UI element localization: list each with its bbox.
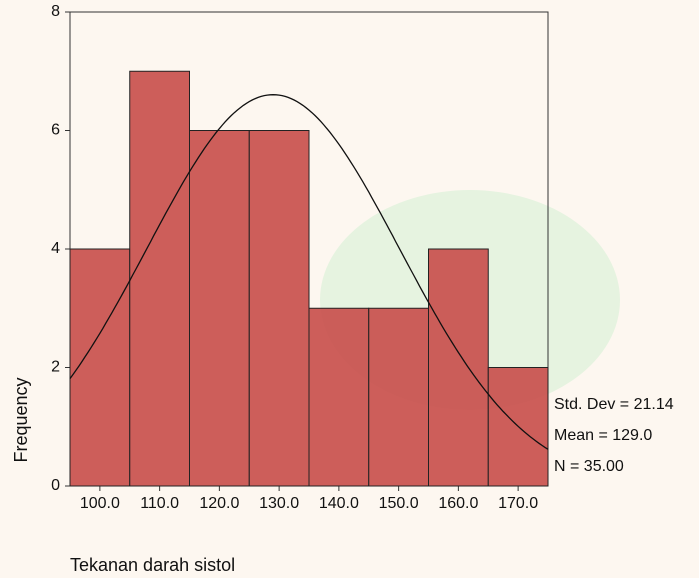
x-tick-label: 140.0	[319, 495, 359, 512]
bar	[248, 130, 310, 487]
x-tick-label: 120.0	[199, 495, 239, 512]
bar	[428, 248, 489, 487]
x-tick-label: 150.0	[379, 495, 419, 512]
stat-label: Mean = 129.0	[554, 427, 652, 444]
x-axis-label: Tekanan darah sistol	[70, 555, 235, 575]
y-tick-label: 0	[51, 477, 60, 494]
y-axis-label: Frequency	[11, 377, 31, 462]
bar	[69, 248, 131, 487]
x-tick-label: 160.0	[438, 495, 478, 512]
x-tick-label: 100.0	[80, 495, 120, 512]
stat-label: Std. Dev = 21.14	[554, 396, 674, 413]
y-tick-label: 6	[51, 122, 60, 139]
x-tick-label: 170.0	[498, 495, 538, 512]
y-tick-label: 2	[51, 359, 60, 376]
bar	[189, 130, 250, 487]
stat-label: N = 35.00	[554, 458, 624, 475]
x-tick-label: 110.0	[140, 495, 179, 512]
bar	[129, 70, 190, 487]
bar	[368, 307, 429, 487]
x-tick-label: 130.0	[259, 495, 299, 512]
y-tick-label: 4	[51, 240, 60, 257]
bar	[308, 307, 370, 487]
normal-curve	[69, 94, 549, 450]
y-tick-label: 8	[51, 3, 60, 20]
